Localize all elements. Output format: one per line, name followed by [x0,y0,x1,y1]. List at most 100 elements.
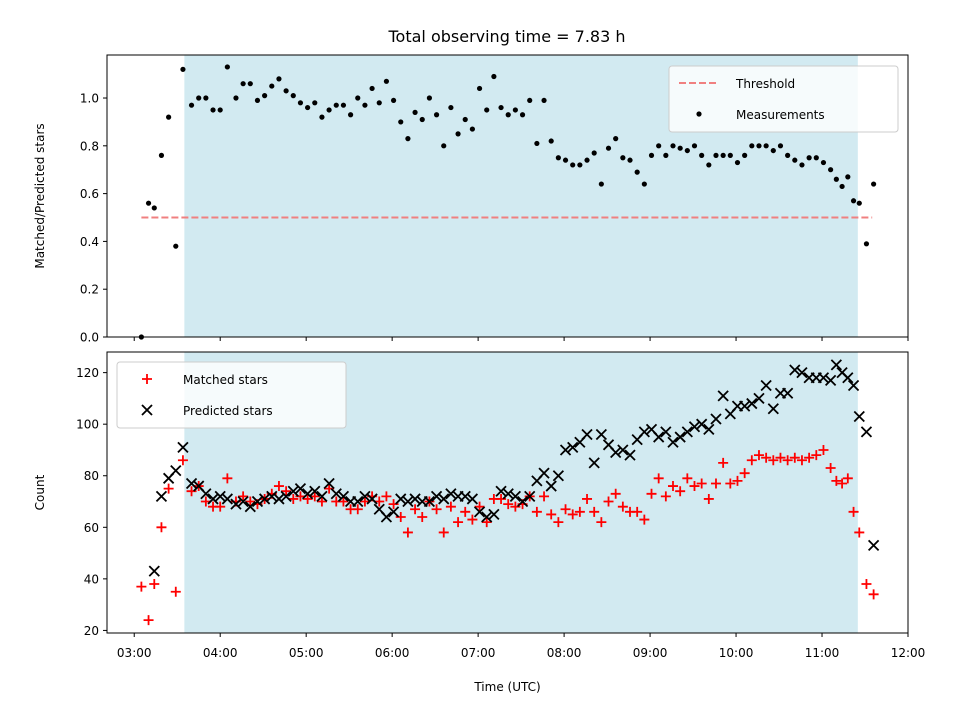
matched-star-point [302,493,313,504]
matched-star-point [596,517,607,528]
measurement-point [476,85,483,92]
measurement-point [598,181,604,187]
y-tick-label: 0.4 [80,235,99,249]
panel-ratio: 0.0 0.2 0.4 0.6 0.8 1.0 Matched/Predicted star… [33,54,909,345]
predicted-star-point [430,490,443,503]
predicted-star-point [674,431,686,443]
measurement-point [534,140,540,147]
y-axis-label: Matched/Predicted stars [33,123,47,268]
y-axis-label: Count [33,474,47,510]
axes-frame [106,351,909,634]
y-tick-label: 0.6 [80,187,99,201]
x-tick-label: 07:00 [461,646,496,660]
predicted-star-point [781,387,794,399]
matched-star-point [474,501,485,512]
predicted-star-point [438,493,450,505]
predicted-star-point [323,477,335,490]
matched-star-point [789,452,800,463]
measurement-point [850,198,857,204]
predicted-star-point [359,490,371,503]
measurement-point [856,200,862,206]
matched-star-point [553,517,564,528]
measurement-point [390,97,397,104]
matched-star-point [395,511,406,522]
measurement-point [691,143,698,149]
measurement-point [484,107,490,113]
matched-star-point [668,481,679,492]
measurement-point [455,131,461,137]
predicted-star-point [867,539,880,551]
matched-star-point [768,455,779,466]
y-tick-label: 0.0 [80,331,99,345]
predicted-star-point [273,493,285,505]
measurement-point [627,157,633,163]
predicted-star-point [842,372,854,384]
matched-star-point [582,493,593,504]
measurement-point [749,143,755,149]
measurement-point [441,143,447,149]
measurement-point [269,83,275,89]
matched-star-point [222,473,233,484]
predicted-star-point [366,493,378,505]
predicted-star-point [185,477,198,490]
measurement-point [577,162,583,168]
measurement-point [663,152,669,158]
measurement-point [620,155,626,161]
legend-predicted-label: Predicted stars [183,404,273,418]
matched-star-point [177,455,188,466]
matched-star-point [610,488,621,499]
measurement-point [584,157,590,163]
measurement-point [347,112,354,118]
measurement-point [677,145,683,151]
predicted-star-point [287,485,299,497]
x-tick-label: 08:00 [547,646,582,660]
matched-star-point [725,478,736,489]
matched-star-point [589,506,600,517]
legend-box [116,361,347,429]
predicted-star-point [337,490,350,503]
predicted-star-point [380,511,393,523]
measurement-point [240,81,246,87]
matched-star-point [402,527,413,538]
legend-threshold-label: Threshold [735,77,795,91]
measurement-point [305,104,311,111]
predicted-star-point [847,379,860,392]
predicted-star-point [387,506,400,518]
y-tick-label: 100 [76,418,99,432]
predicted-star-point [581,428,593,441]
predicted-star-point [753,392,765,405]
matched-star-point [854,527,865,538]
predicted-star-point [423,495,436,508]
legend-matched-swatch [142,374,152,384]
predicted-star-point [552,470,565,482]
measurement-point [570,162,576,168]
measurement-point [362,102,368,108]
legend-matched-label: Matched stars [183,373,268,387]
predicted-star-point [466,493,479,505]
predicted-star-point [653,431,665,443]
measurement-point [333,102,339,108]
predicted-star-point [214,490,226,503]
predicted-star-point [251,495,264,508]
matched-star-point [837,478,848,489]
measurement-point [355,95,361,101]
measurement-point [276,76,282,82]
predicted-star-point [148,565,160,577]
predicted-star-point [230,498,242,510]
predicted-star-point [817,372,830,384]
predicted-star-point [595,428,607,441]
matched-star-point [718,457,729,468]
matched-star-point [818,444,829,455]
measurement-point [262,93,268,99]
x-tick-label: 11:00 [805,646,840,660]
matched-star-point [324,483,335,494]
matched-star-point [467,514,478,525]
measurement-point [634,169,640,175]
measurement-point [605,145,612,151]
measurement-point [684,147,690,154]
x-tick-label: 10:00 [719,646,754,660]
matched-star-point [696,478,707,489]
measurement-point [448,104,454,111]
predicted-star-point [488,508,500,521]
